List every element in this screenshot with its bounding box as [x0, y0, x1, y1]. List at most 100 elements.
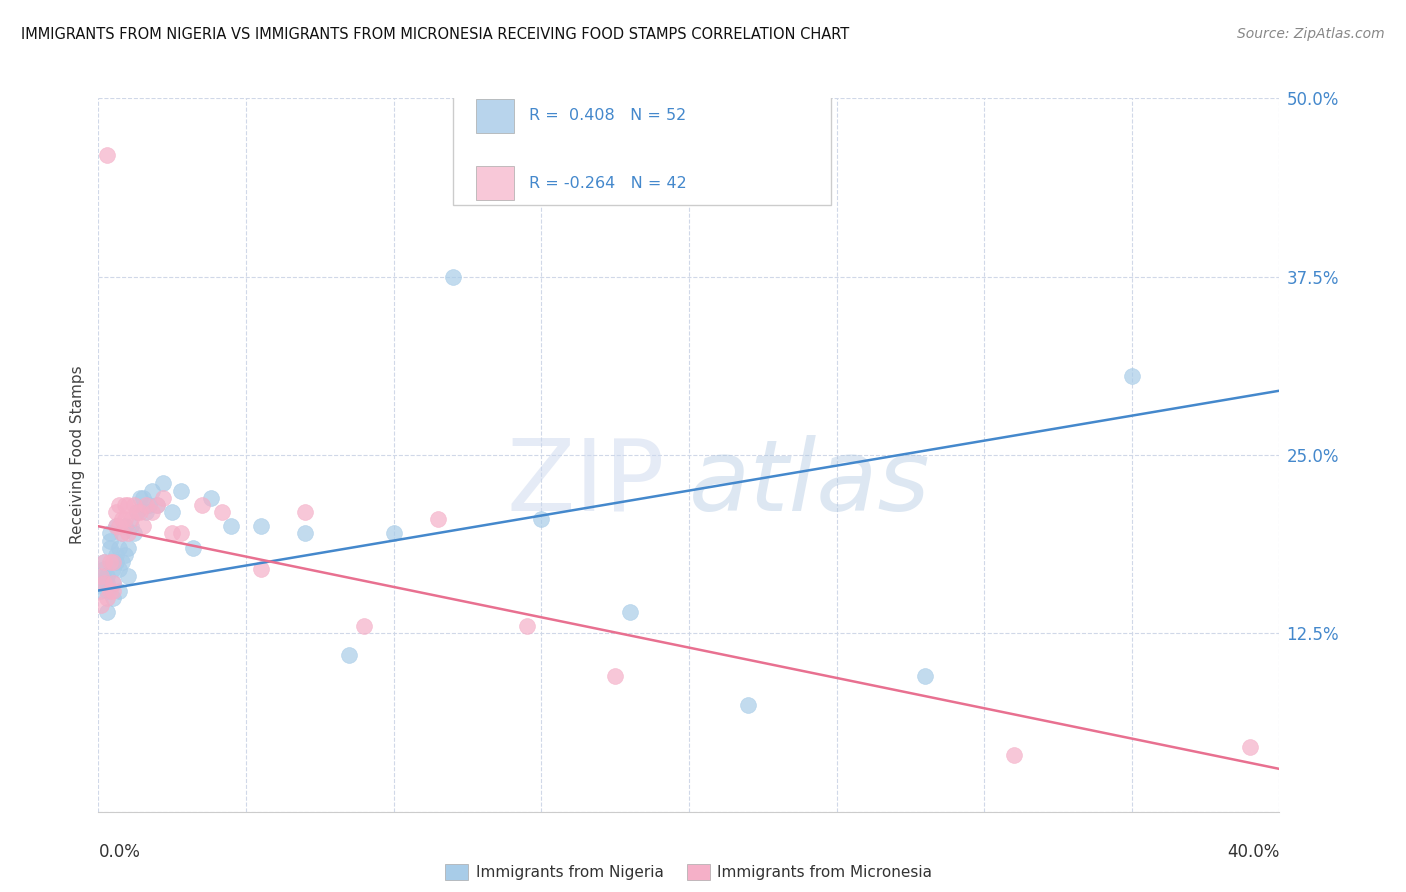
Point [93, 555, 115, 569]
Text: ZIP: ZIP [508, 435, 665, 532]
Point [98, 583, 121, 598]
Point [135, 505, 157, 519]
Point [117, 498, 139, 512]
Point [105, 548, 128, 562]
Point [96, 591, 118, 605]
Point [108, 519, 131, 533]
Point [90, 583, 112, 598]
Point [114, 548, 136, 562]
Point [135, 498, 157, 512]
Point [211, 505, 233, 519]
Point [250, 562, 273, 576]
Point [90, 598, 112, 612]
Point [111, 526, 134, 541]
Point [90, 569, 112, 583]
Point [105, 519, 128, 533]
Text: IMMIGRANTS FROM NIGERIA VS IMMIGRANTS FROM MICRONESIA RECEIVING FOOD STAMPS CORR: IMMIGRANTS FROM NIGERIA VS IMMIGRANTS FR… [21, 27, 849, 42]
Point [914, 669, 936, 683]
Point [382, 526, 405, 541]
Point [117, 569, 139, 583]
Point [200, 491, 222, 505]
Point [125, 505, 148, 519]
Point [98, 541, 121, 555]
Point [515, 619, 537, 633]
Point [619, 605, 641, 619]
Point [250, 519, 273, 533]
Point [132, 519, 155, 533]
Point [125, 505, 148, 519]
Point [152, 476, 174, 491]
Point [96, 605, 118, 619]
Point [162, 526, 183, 541]
Point [108, 541, 131, 555]
Text: R =  0.408   N = 52: R = 0.408 N = 52 [530, 109, 686, 123]
Point [141, 483, 163, 498]
Point [152, 491, 174, 505]
Point [353, 619, 375, 633]
Point [103, 576, 125, 591]
Point [181, 541, 204, 555]
Point [120, 512, 142, 526]
Text: 40.0%: 40.0% [1227, 843, 1279, 861]
Point [96, 576, 118, 591]
Point [219, 519, 242, 533]
Point [114, 519, 136, 533]
Point [98, 533, 121, 548]
Y-axis label: Receiving Food Stamps: Receiving Food Stamps [70, 366, 86, 544]
Point [108, 498, 131, 512]
FancyBboxPatch shape [477, 99, 515, 133]
Point [146, 498, 169, 512]
Point [605, 669, 627, 683]
Point [93, 562, 115, 576]
Point [737, 698, 759, 712]
Point [427, 512, 450, 526]
FancyBboxPatch shape [453, 93, 831, 205]
Point [146, 498, 169, 512]
Text: Source: ZipAtlas.com: Source: ZipAtlas.com [1237, 27, 1385, 41]
Point [162, 505, 183, 519]
Point [96, 583, 118, 598]
Point [96, 148, 118, 162]
Point [111, 526, 134, 541]
Point [108, 583, 131, 598]
Point [1002, 747, 1025, 762]
Point [339, 648, 360, 662]
Point [103, 576, 125, 591]
Point [138, 498, 160, 512]
Point [103, 591, 125, 605]
Point [105, 505, 128, 519]
FancyBboxPatch shape [477, 166, 515, 200]
Point [114, 498, 136, 512]
Point [98, 555, 121, 569]
Point [132, 491, 155, 505]
Text: 0.0%: 0.0% [98, 843, 141, 861]
Point [294, 505, 316, 519]
Text: atlas: atlas [689, 435, 931, 532]
Point [93, 555, 115, 569]
Point [103, 583, 125, 598]
Point [105, 519, 128, 533]
Point [1239, 740, 1261, 755]
Point [117, 541, 139, 555]
Point [441, 269, 464, 284]
Point [111, 555, 134, 569]
Point [117, 526, 139, 541]
Point [108, 562, 131, 576]
Point [530, 512, 553, 526]
Point [294, 526, 316, 541]
Point [93, 576, 115, 591]
Point [90, 576, 112, 591]
Point [122, 526, 145, 541]
Legend: Immigrants from Nigeria, Immigrants from Micronesia: Immigrants from Nigeria, Immigrants from… [440, 858, 938, 886]
Point [98, 526, 121, 541]
Point [141, 505, 163, 519]
Point [170, 526, 193, 541]
Point [191, 498, 214, 512]
Point [111, 512, 134, 526]
Point [122, 498, 145, 512]
Point [128, 491, 150, 505]
Point [120, 519, 142, 533]
Point [105, 555, 128, 569]
Point [128, 505, 150, 519]
Point [1121, 369, 1143, 384]
